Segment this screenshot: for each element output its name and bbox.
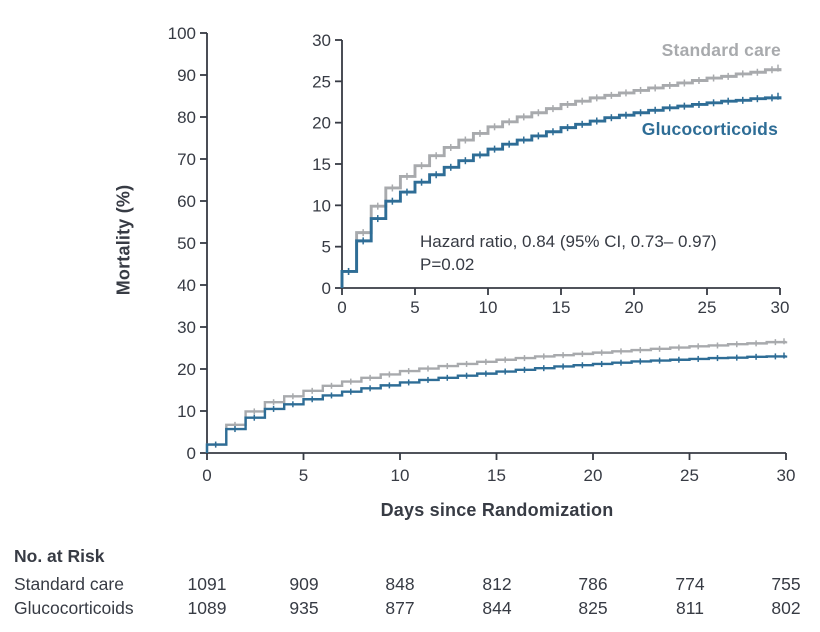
risk-count: 935 [289,598,319,618]
series-label-glucocorticoids: Glucocorticoids [641,119,778,139]
inset-plot-x-tick-label: 15 [552,298,571,317]
risk-count: 825 [578,598,608,618]
risk-count: 812 [482,574,512,594]
main-plot-y-tick-label: 20 [177,360,196,379]
main-plot-x-tick-label: 5 [299,466,308,485]
inset-plot-x-tick-label: 30 [771,298,790,317]
main-plot-y-tick-label: 10 [177,402,196,421]
risk-count: 877 [385,598,415,618]
series-label-standard-care: Standard care [661,40,781,60]
risk-count: 848 [385,574,415,594]
p-value-text: P=0.02 [420,255,475,274]
inset-plot-y-tick-label: 0 [322,279,331,298]
inset-plot-y-tick-label: 25 [312,72,331,91]
main-plot-curve-glucocorticoids [205,352,788,453]
risk-count: 786 [578,574,608,594]
main-plot-x-tick-label: 10 [391,466,410,485]
main-plot-x-tick-label: 20 [584,466,603,485]
inset-plot-y-tick-label: 30 [312,31,331,50]
main-plot-y-tick-label: 0 [187,444,196,463]
inset-plot: 0 5 10 15 20 25 30 0 5 10 15 20 25 30 [312,31,789,317]
main-x-axis-title: Days since Randomization [380,500,614,520]
risk-count: 1091 [187,574,227,594]
risk-row-label: Glucocorticoids [14,598,134,618]
main-plot-y-tick-label: 100 [168,24,196,43]
main-plot-y-tick-label: 60 [177,192,196,211]
inset-plot-y-tick-label: 10 [312,196,331,215]
risk-row-label: Standard care [14,574,124,594]
main-plot-y-tick-label: 70 [177,150,196,169]
risk-count: 844 [482,598,512,618]
main-plot-x-tick-label: 30 [777,466,796,485]
inset-plot-censor-marks [347,92,779,275]
inset-plot-x-tick-label: 20 [625,298,644,317]
inset-plot-y-tick-label: 20 [312,114,331,133]
main-plot-y-tick-label: 90 [177,66,196,85]
risk-row-glucocorticoids: Glucocorticoids 1089 935 877 844 825 811… [0,598,820,620]
risk-count: 755 [771,574,801,594]
risk-count: 811 [676,598,704,618]
inset-plot-ticks [335,39,781,295]
hazard-ratio-text: Hazard ratio, 0.84 (95% CI, 0.73– 0.97) [420,232,717,251]
inset-plot-x-tick-label: 0 [337,298,346,317]
main-y-axis-title: Mortality (%) [113,184,134,296]
main-plot-x-tick-label: 15 [487,466,506,485]
main-plot-ticks [200,32,787,460]
risk-count: 802 [771,598,801,618]
main-plot-censor-marks [214,338,785,448]
main-plot-censor-marks [214,352,785,448]
main-plot-x-tick-label: 0 [202,466,211,485]
risk-count: 1089 [187,598,227,618]
inset-plot-y-tick-label: 5 [322,238,331,257]
inset-plot-tick-labels: 0 5 10 15 20 25 30 0 5 10 15 20 25 30 [312,31,789,317]
risk-count: 774 [675,574,705,594]
main-plot-y-tick-label: 80 [177,108,196,127]
inset-plot-x-tick-label: 5 [410,298,419,317]
risk-table-title: No. at Risk [14,546,105,566]
main-plot-curve-standard-care [205,338,788,453]
inset-plot-y-tick-label: 15 [312,155,331,174]
main-plot-y-tick-label: 50 [177,234,196,253]
hazard-ratio-annotation: Hazard ratio, 0.84 (95% CI, 0.73– 0.97) … [420,230,717,276]
main-plot-y-tick-label: 40 [177,276,196,295]
inset-plot-x-tick-label: 25 [698,298,717,317]
inset-plot-curve-glucocorticoids [340,92,782,288]
inset-plot-x-tick-label: 10 [479,298,498,317]
main-plot-x-tick-label: 25 [680,466,699,485]
risk-count: 909 [289,574,319,594]
main-plot-y-tick-label: 30 [177,318,196,337]
risk-row-standard-care: Standard care 1091 909 848 812 786 774 7… [0,574,820,596]
